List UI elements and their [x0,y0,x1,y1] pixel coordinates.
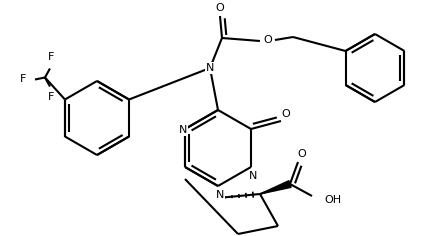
Text: F: F [48,93,54,102]
Text: F: F [48,52,54,63]
Text: N: N [179,125,187,135]
Text: N: N [249,171,257,181]
Text: N: N [216,190,224,200]
Text: O: O [264,35,272,45]
Text: O: O [282,109,290,119]
Text: F: F [20,75,26,84]
Text: O: O [297,149,306,159]
Text: O: O [216,3,224,13]
Text: N: N [206,63,214,73]
Text: OH: OH [324,195,341,205]
Polygon shape [260,181,291,194]
